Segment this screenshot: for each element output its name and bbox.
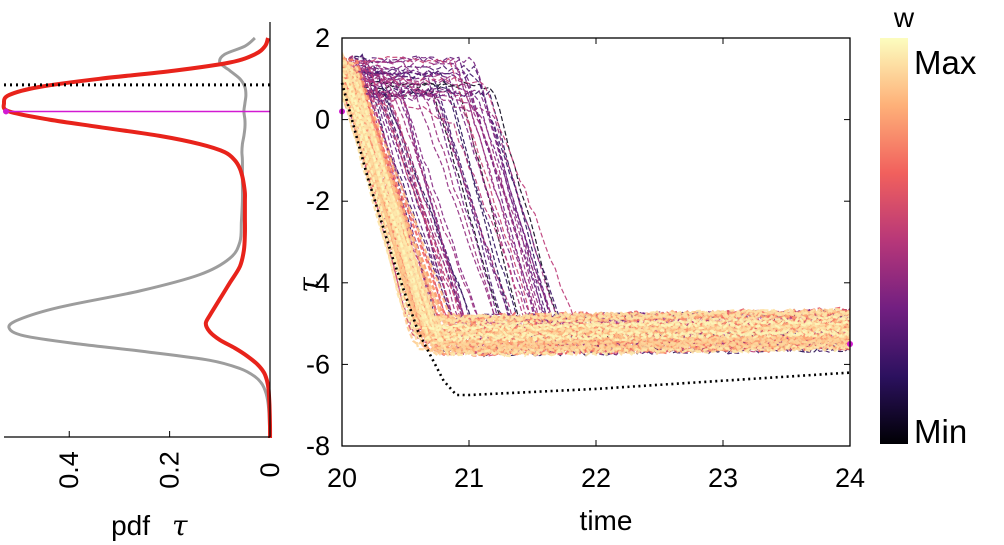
colorbar-min-label: Min xyxy=(914,413,967,450)
trajectory-line xyxy=(342,67,850,346)
trajectory-line xyxy=(342,95,850,342)
trajectory-line xyxy=(342,89,850,358)
pdf-series-pdf-gray xyxy=(7,36,272,438)
y-tick-label: 0 xyxy=(315,105,330,135)
tau-ylabel: τ xyxy=(292,277,325,293)
x-tick-label: 24 xyxy=(835,463,865,493)
y-tick-label: -6 xyxy=(306,349,330,379)
x-tick-label: 23 xyxy=(708,463,738,493)
pdf-x-ticks: 0.4 0.2 0 xyxy=(54,431,285,489)
y-tick-label: -4 xyxy=(306,268,330,298)
plot-area xyxy=(342,38,850,446)
pdf-peak-marker xyxy=(3,108,9,115)
trajectory-line xyxy=(342,72,850,334)
y-tick-label: -8 xyxy=(306,431,330,461)
trajectory-line xyxy=(342,81,850,350)
reference-trajectory xyxy=(340,82,851,397)
trajectory-ensemble xyxy=(342,52,850,359)
pdf-curves xyxy=(1,36,273,438)
y-tick-label: -2 xyxy=(306,186,330,216)
pdf-xlabel-symbol: τ xyxy=(172,509,188,542)
colorbar-title: w xyxy=(893,2,915,33)
pdf-tick-label: 0.2 xyxy=(155,451,185,489)
trajectory-line xyxy=(342,71,850,358)
trajectory-line xyxy=(342,58,850,355)
pdf-tick-label: 0 xyxy=(255,462,285,477)
trajectory-line xyxy=(342,61,850,330)
trajectory-line xyxy=(342,77,850,331)
colorbar-max-label: Max xyxy=(914,44,977,81)
pdf-series-pdf-red xyxy=(1,37,273,438)
y-tick-label: 2 xyxy=(315,23,330,53)
pdf-xlabel: pdf xyxy=(111,510,150,541)
colorbar: w Max Min xyxy=(880,2,977,450)
x-tick-label: 21 xyxy=(454,463,484,493)
colorbar-gradient xyxy=(880,38,908,444)
trajectory-line xyxy=(342,73,850,344)
time-xlabel: time xyxy=(580,505,633,536)
pdf-tick-label: 0.4 xyxy=(54,451,84,489)
x-tick-label: 20 xyxy=(327,463,357,493)
x-tick-label: 22 xyxy=(581,463,611,493)
pdf-panel: 0.4 0.2 0 pdf τ xyxy=(1,22,285,542)
